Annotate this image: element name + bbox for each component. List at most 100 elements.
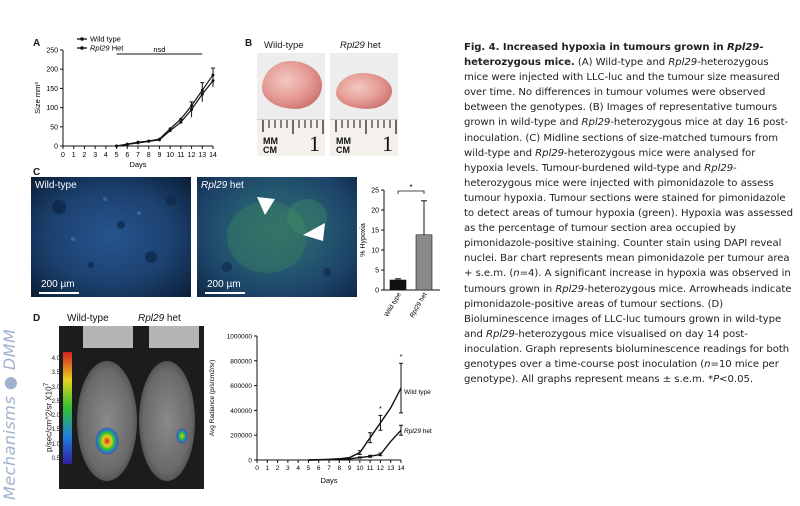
series-line bbox=[116, 80, 214, 147]
tumour-wildtype bbox=[262, 61, 322, 109]
y-axis-label: Avg Radiance (p/s/cm2/sr) bbox=[209, 360, 216, 436]
data-point bbox=[136, 141, 140, 145]
x-tick-label: 7 bbox=[327, 465, 331, 472]
y-tick-label: 15 bbox=[371, 228, 379, 235]
significance-bracket bbox=[397, 190, 425, 194]
arrowhead-icon bbox=[257, 197, 275, 215]
y-tick-label: 50 bbox=[50, 124, 58, 131]
x-tick-label: 2 bbox=[82, 152, 86, 159]
x-tick-label: 11 bbox=[367, 465, 374, 472]
micrograph-het: Rpl29 het 200 µm bbox=[197, 177, 357, 297]
caption-title: Fig. 4. Increased hypoxia in tumours gro… bbox=[464, 42, 764, 69]
x-tick-label: 12 bbox=[377, 465, 385, 472]
mouse-wildtype bbox=[77, 361, 137, 481]
series-line bbox=[308, 387, 402, 461]
panel-letter-c: C bbox=[33, 167, 41, 178]
ruler-ticks bbox=[335, 120, 397, 134]
ruler-wildtype: MM CM 1 bbox=[257, 119, 325, 156]
micrograph-het-texture bbox=[222, 199, 331, 276]
x-tick-label: 13 bbox=[198, 152, 206, 159]
data-point bbox=[157, 138, 161, 142]
panel-b-wildtype-label: Wild-type bbox=[264, 40, 304, 51]
legend-marker bbox=[80, 46, 84, 50]
tumour-photo-wildtype: MM CM 1 bbox=[257, 53, 325, 156]
hypoxia-bar-chart: 0 5 10 15 20 25 % Hypoxia Wild type Rpl29 het * bbox=[360, 183, 440, 319]
ruler-number: 1 bbox=[382, 131, 393, 156]
panel-d-het-suffix: het bbox=[164, 313, 181, 324]
micrograph-het-suffix: het bbox=[227, 180, 244, 191]
colorbar-ticks: 4.0 3.5 3.0 2.5 2.0 1.5 1.0 0.5 bbox=[48, 352, 60, 466]
legend-marker bbox=[80, 37, 84, 41]
micrograph-wildtype-texture bbox=[52, 196, 176, 268]
scale-label-het: 200 µm bbox=[207, 279, 241, 290]
watermark-text: Mechanisms ● DMM bbox=[0, 330, 19, 500]
figure-caption: Fig. 4. Increased hypoxia in tumours gro… bbox=[464, 42, 793, 386]
scale-bar-wildtype bbox=[39, 292, 79, 294]
data-point bbox=[168, 129, 172, 133]
x-axis-label: Days bbox=[129, 160, 146, 169]
y-tick-label: 0 bbox=[375, 288, 379, 295]
x-tick-label: 1 bbox=[265, 465, 269, 472]
x-tick-label: 12 bbox=[188, 152, 196, 159]
x-tick-label: 14 bbox=[209, 152, 217, 159]
scale-label-wildtype: 200 µm bbox=[41, 279, 75, 290]
panel-b-het-gene: Rpl29 bbox=[340, 40, 365, 51]
ruler-unit-cm: CM bbox=[336, 145, 350, 155]
series-line bbox=[308, 429, 402, 461]
colorbar-tick: 0.5 bbox=[51, 456, 60, 463]
x-tick-label: 3 bbox=[93, 152, 97, 159]
panel-letter-d: D bbox=[33, 313, 41, 324]
y-tick-label: 25 bbox=[371, 188, 379, 195]
nsd-label: nsd bbox=[153, 45, 165, 54]
tumour-het bbox=[336, 73, 392, 109]
data-point bbox=[115, 144, 119, 148]
x-tick-label: 6 bbox=[317, 465, 321, 472]
y-tick-label: 600000 bbox=[230, 383, 252, 390]
colorbar-tick: 1.0 bbox=[51, 441, 60, 448]
ruler-unit-cm: CM bbox=[263, 145, 277, 155]
x-tick-label: 0 bbox=[61, 152, 65, 159]
x-tick-label: 11 bbox=[177, 152, 184, 159]
legend-label: Rpl29 Het bbox=[90, 44, 124, 53]
arrowhead-icon bbox=[303, 223, 325, 241]
y-tick-label: 200 bbox=[46, 67, 58, 74]
data-point bbox=[179, 117, 183, 121]
panel-letter-b: B bbox=[245, 38, 253, 49]
micrograph-het-label: Rpl29 het bbox=[201, 180, 244, 191]
panel-letter-a: A bbox=[33, 38, 41, 49]
colorbar-tick: 3.5 bbox=[51, 370, 60, 377]
x-tick-label: 9 bbox=[348, 465, 352, 472]
colorbar-tick: 3.0 bbox=[51, 384, 60, 391]
x-tick-label: 10 bbox=[166, 152, 174, 159]
panel-d-het-label: Rpl29 het bbox=[138, 313, 181, 324]
ruler-unit-mm: MM bbox=[263, 136, 278, 146]
y-tick-label: 0 bbox=[248, 458, 252, 465]
x-tick-label: 9 bbox=[157, 152, 161, 159]
x-tick-label: 14 bbox=[397, 465, 405, 472]
series-label: Wild type bbox=[404, 389, 431, 396]
colorbar-tick: 2.0 bbox=[51, 413, 60, 420]
ruler-number: 1 bbox=[309, 131, 320, 156]
y-tick-label: 5 bbox=[375, 268, 379, 275]
x-tick-label: 4 bbox=[296, 465, 300, 472]
x-tick-label: 13 bbox=[387, 465, 395, 472]
y-tick-label: 150 bbox=[46, 86, 58, 93]
y-tick-label: 10 bbox=[371, 248, 379, 255]
x-tick-label: 10 bbox=[356, 465, 364, 472]
significance-star: * bbox=[379, 406, 382, 413]
panel-b-het-label: Rpl29 het bbox=[340, 40, 381, 51]
x-tick-label: 5 bbox=[115, 152, 119, 159]
signal-het bbox=[176, 428, 188, 444]
micrograph-het-gene: Rpl29 bbox=[201, 180, 228, 191]
ruler-ticks bbox=[262, 120, 324, 134]
series-label: Rpl29 het bbox=[404, 428, 432, 435]
significance-star: * bbox=[400, 354, 403, 361]
y-tick-label: 400000 bbox=[230, 408, 252, 415]
bar bbox=[389, 279, 407, 291]
mouse-het bbox=[139, 361, 195, 481]
x-axis-label: Days bbox=[320, 476, 337, 485]
x-tick-label: 1 bbox=[72, 152, 76, 159]
panel-d-het-gene: Rpl29 bbox=[138, 313, 165, 324]
colorbar bbox=[63, 352, 72, 464]
